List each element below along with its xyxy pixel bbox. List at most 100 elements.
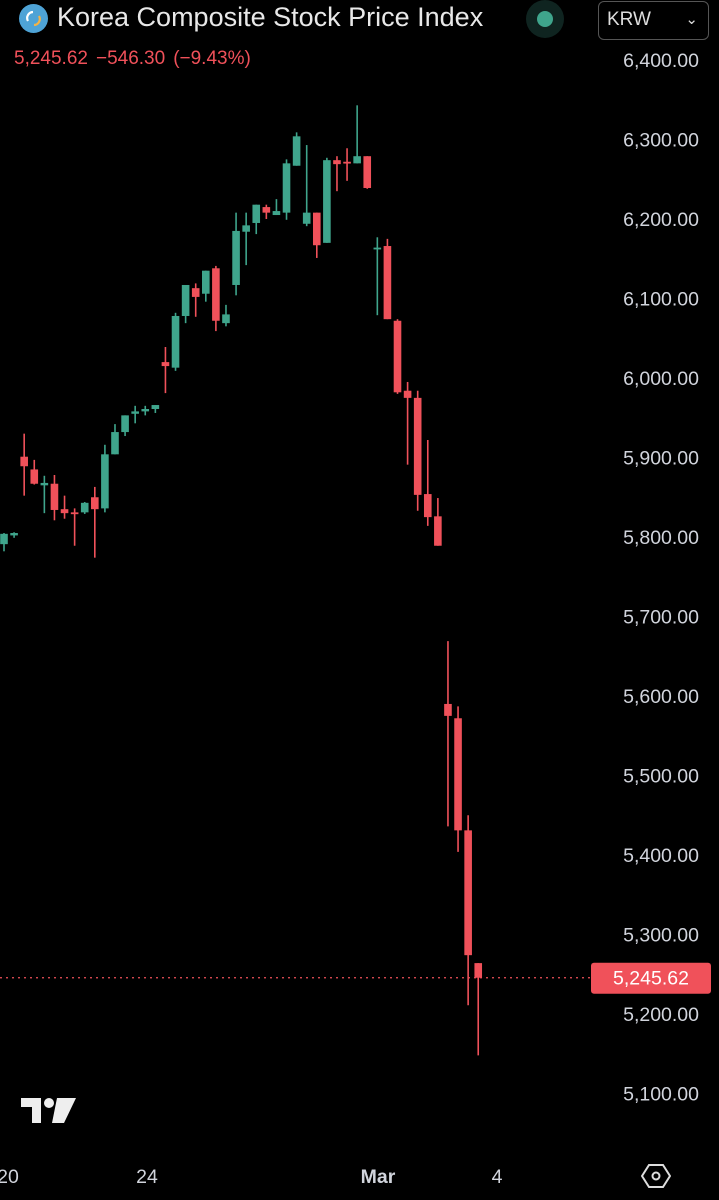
last-price-badge [591,962,711,994]
y-axis-tick-label: 5,100.00 [623,1084,699,1106]
x-axis-tick-label: 20 [0,1166,19,1188]
chevron-down-icon: ⌄ [685,11,698,28]
candle-body [161,362,170,367]
y-axis-tick-label: 5,300.00 [623,925,699,947]
candle [212,265,220,332]
candle [171,312,180,371]
candle [181,284,190,324]
candle [50,474,59,521]
candle-body [30,469,39,484]
last-price: 5,245.62 [14,48,88,69]
candle-body [181,284,190,316]
x-axis-tick-label: 24 [136,1166,158,1188]
candle [0,533,8,552]
candle [80,502,89,514]
price-quote: 5,245.62 −546.30 (−9.43%) [14,48,259,70]
candle [474,963,483,1056]
candle-body [292,136,301,166]
market-status-icon[interactable] [526,0,564,38]
candle [252,204,261,235]
candle [343,148,351,181]
y-axis-tick-label: 5,600.00 [623,686,699,708]
candle-body [464,830,472,956]
candle [464,815,472,1006]
candle [70,508,79,546]
x-axis-tick-label: Mar [361,1166,396,1188]
candle [444,641,452,827]
currency-select[interactable]: KRW ⌄ [598,1,709,40]
candle-body [171,315,180,368]
y-axis-tick-label: 6,300.00 [623,130,699,152]
symbol-title[interactable]: Korea Composite Stock Price Index [57,2,484,32]
candle-body [121,415,129,433]
candle [333,156,341,192]
candle-body [212,268,220,321]
candle [131,405,139,424]
candle [242,212,250,266]
candle-body [434,516,442,546]
candle-body [91,497,99,510]
candle-body [60,509,69,514]
candle-body [10,533,18,536]
candle-body [333,160,341,165]
y-axis-tick-label: 5,200.00 [623,1004,699,1026]
y-axis-tick-label: 5,500.00 [623,766,699,788]
candle [161,346,170,394]
candle-body [202,270,210,294]
candle-body [373,247,382,250]
candle-body [232,230,240,285]
y-axis-tick-label: 6,400.00 [623,50,699,72]
candle-body [312,212,321,246]
candle-body [0,533,8,545]
candle [393,319,402,394]
candle [282,159,291,220]
candle [312,212,321,258]
candle-body [50,483,59,510]
candle [202,270,210,302]
candle [20,433,28,496]
tradingview-logo-icon[interactable] [19,1095,77,1132]
candle [101,444,109,513]
candle-body [474,963,483,978]
candle [292,132,301,166]
candle [232,212,240,296]
candle-body [70,512,79,515]
settings-icon[interactable] [640,1161,672,1196]
candle [40,475,49,514]
candle [91,486,99,558]
price-change-percent: (−9.43%) [173,48,251,69]
candle [353,105,361,164]
candle-body [353,156,361,164]
candle-body [252,204,261,223]
candle [141,405,150,416]
candle-body [282,163,291,213]
candle-body [454,718,462,831]
candle [30,459,39,485]
candle [363,156,372,189]
last-price-label: 5,245.62 [613,968,689,990]
candle-body [363,156,372,188]
candle [151,405,160,413]
candle-body [131,411,139,414]
candle-body [80,502,89,513]
candle-body [393,320,402,393]
candle-body [403,390,412,398]
candle-body [40,482,49,486]
candle [323,157,331,243]
candle-body [444,703,452,716]
y-axis-tick-label: 5,800.00 [623,527,699,549]
candle-body [343,161,351,164]
candle [403,381,412,465]
candle [111,424,119,455]
candle [434,498,442,546]
candle-body [262,207,271,213]
candle-body [151,405,160,410]
candle-body [413,397,422,495]
y-axis-tick-label: 5,400.00 [623,845,699,867]
candle [454,706,462,852]
y-axis-tick-label: 6,200.00 [623,209,699,231]
candle-body [111,432,119,455]
candle-body [191,288,200,297]
candle [383,238,392,320]
